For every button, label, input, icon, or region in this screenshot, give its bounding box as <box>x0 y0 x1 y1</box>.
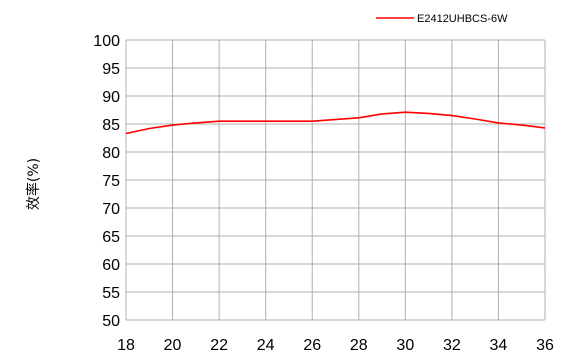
legend-label: E2412UHBCS-6W <box>417 13 508 25</box>
legend: E2412UHBCS-6W <box>376 13 508 25</box>
y-tick-label: 85 <box>102 117 120 134</box>
x-tick-label: 20 <box>164 337 182 354</box>
y-tick-label: 50 <box>102 313 120 330</box>
gridlines <box>125 39 546 321</box>
x-tick-label: 36 <box>536 337 554 354</box>
y-axis-title: 效率(%) <box>25 158 42 210</box>
x-tick-label: 32 <box>443 337 461 354</box>
x-tick-label: 28 <box>350 337 368 354</box>
y-tick-label: 60 <box>102 257 120 274</box>
y-tick-label: 55 <box>102 285 120 302</box>
y-axis-ticks: 50 55 60 65 70 75 80 85 90 95 100 <box>93 33 120 330</box>
y-tick-label: 75 <box>102 173 120 190</box>
x-tick-label: 26 <box>303 337 321 354</box>
x-tick-label: 18 <box>117 337 135 354</box>
series-lines <box>125 111 546 135</box>
series-line <box>125 111 546 135</box>
x-tick-label: 30 <box>396 337 414 354</box>
x-tick-label: 22 <box>210 337 228 354</box>
y-tick-label: 90 <box>102 89 120 106</box>
y-tick-label: 100 <box>93 33 120 50</box>
y-tick-label: 70 <box>102 201 120 218</box>
y-tick-label: 80 <box>102 145 120 162</box>
x-tick-label: 34 <box>490 337 508 354</box>
y-tick-label: 95 <box>102 61 120 78</box>
x-tick-label: 24 <box>257 337 275 354</box>
y-tick-label: 65 <box>102 229 120 246</box>
x-axis-ticks: 18 20 22 24 26 28 30 32 34 36 <box>117 337 554 354</box>
